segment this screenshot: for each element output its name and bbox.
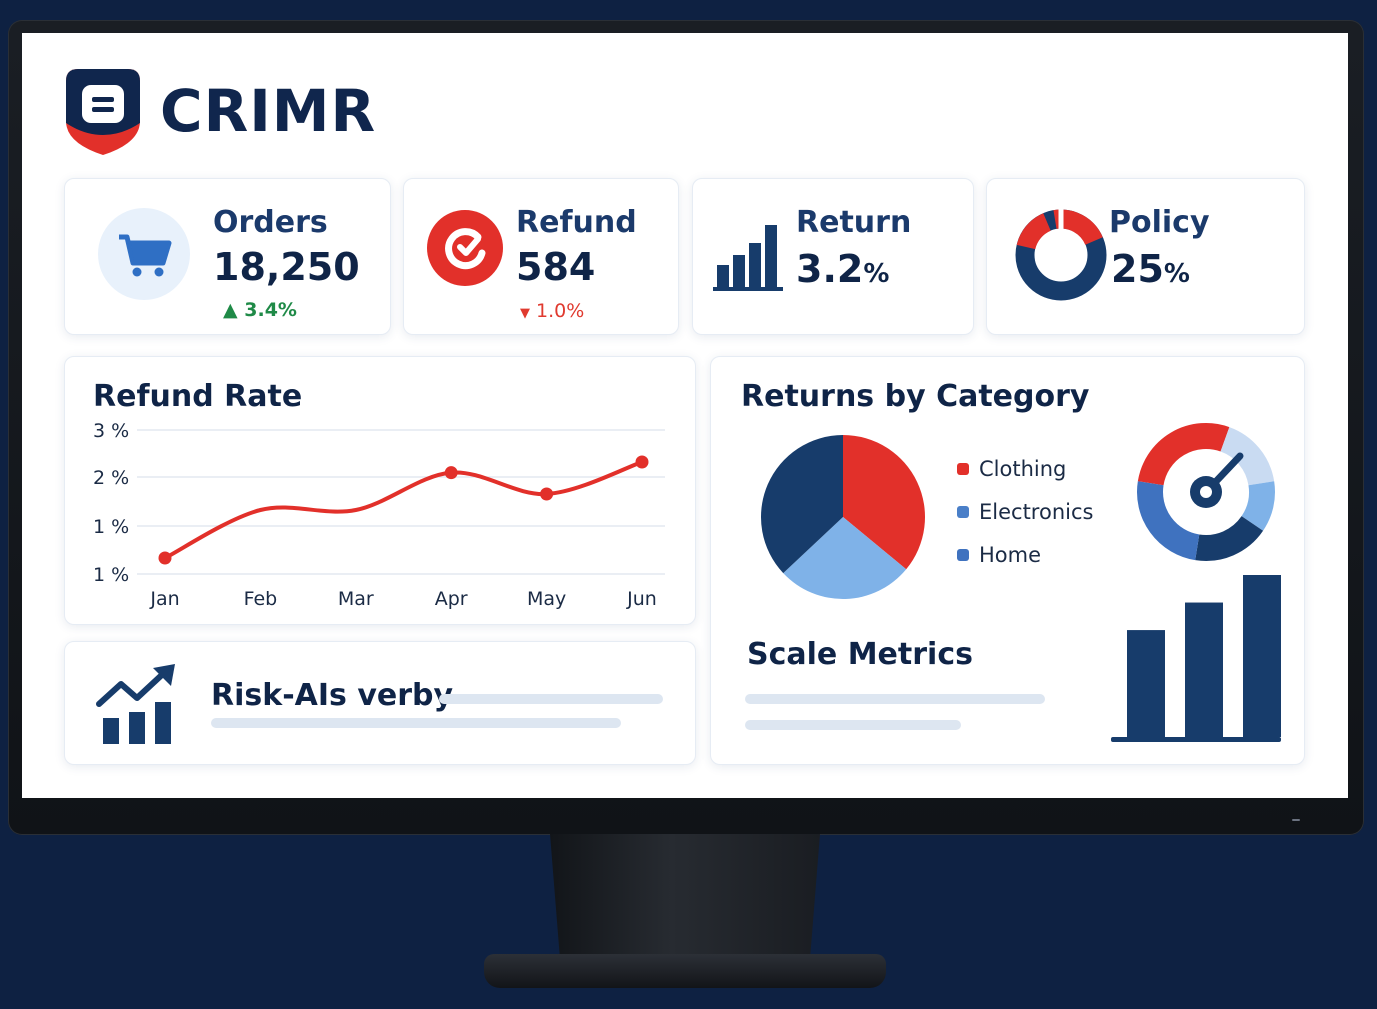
y-tick-label: 1 %: [93, 516, 129, 538]
risk-placeholder-line-1: [439, 694, 663, 704]
return-value-wrap: 3.2%: [796, 247, 889, 291]
gauge-segment: [1241, 481, 1275, 531]
legend-item-clothing[interactable]: Clothing: [957, 457, 1066, 481]
scale-bar[interactable]: [1243, 575, 1281, 737]
pie-slice-electronics[interactable]: [783, 517, 907, 599]
refund-delta: ▼ 1.0%: [520, 300, 584, 322]
orders-kpi-card[interactable]: Orders 18,250 ▲ 3.4%: [64, 178, 391, 335]
scale-bar[interactable]: [1127, 630, 1165, 737]
refund-rate-card[interactable]: Refund Rate 3 % 2 % 1 % 1 % Jan Feb Mar Apr May J…: [64, 356, 696, 625]
scale-baseline: [1111, 737, 1281, 742]
policy-kpi-card[interactable]: Policy 25%: [986, 178, 1305, 335]
legend-item-electronics[interactable]: Electronics: [957, 500, 1093, 524]
refund-title: Refund: [516, 205, 637, 240]
scale-metrics-bar-chart: [1111, 575, 1281, 742]
monitor-stand-base: [484, 954, 886, 988]
y-tick-label: 1 %: [93, 564, 129, 586]
scale-metrics-title: Scale Metrics: [747, 637, 973, 672]
risk-card[interactable]: Risk-AIs verby: [64, 641, 696, 765]
return-unit: %: [863, 259, 890, 289]
policy-title: Policy: [1109, 205, 1210, 240]
return-title: Return: [796, 205, 912, 240]
legend-label-clothing: Clothing: [979, 457, 1067, 481]
returns-pie-chart: [761, 435, 925, 599]
gauge-segment: [1137, 481, 1200, 561]
x-tick-label: Jan: [149, 588, 179, 610]
y-tick-label: 3 %: [93, 420, 129, 442]
refund-rate-title: Refund Rate: [93, 379, 303, 414]
brand-name: CRIMR: [160, 77, 377, 145]
orders-title: Orders: [213, 205, 328, 240]
policy-value: 25: [1111, 247, 1164, 291]
donut-icon: [1015, 208, 1107, 301]
logo-shield-icon: [66, 69, 140, 155]
gauge-hub-center: [1200, 486, 1212, 498]
arrow-down-icon: ▼: [520, 306, 530, 321]
scale-placeholder-line-2: [745, 720, 961, 730]
brand-logo[interactable]: CRIMR: [62, 65, 376, 157]
data-point[interactable]: [444, 466, 458, 480]
legend-label-home: Home: [979, 543, 1042, 567]
refund-kpi-card[interactable]: Refund 584 ▼ 1.0%: [403, 178, 679, 335]
pie-slice-home[interactable]: [761, 435, 843, 574]
x-tick-label: Mar: [338, 588, 374, 610]
return-kpi-card[interactable]: Return 3.2%: [692, 178, 974, 335]
returns-by-category-card[interactable]: Returns by Category Clothing Electronics…: [710, 356, 1305, 765]
monitor-stand-neck: [550, 834, 820, 969]
power-indicator: [1292, 819, 1300, 821]
gauge-segment: [1195, 515, 1264, 561]
gauge-donut-chart: [1137, 423, 1275, 561]
dashboard-screen: CRIMR Orders 18,250 ▲ 3.4% Refund 584 ▼ …: [22, 33, 1348, 798]
legend-item-home[interactable]: Home: [957, 543, 1041, 567]
gauge-segment: [1219, 427, 1275, 486]
orders-delta: ▲ 3.4%: [223, 299, 297, 321]
pie-slice-clothing[interactable]: [843, 435, 925, 570]
legend-swatch-clothing: [957, 463, 969, 475]
legend-swatch-home: [957, 549, 969, 561]
refund-rate-line-chart: 3 % 2 % 1 % 1 % Jan Feb Mar Apr May Jun: [93, 420, 665, 610]
x-tick-label: Feb: [244, 588, 278, 610]
data-point[interactable]: [158, 551, 172, 565]
data-point[interactable]: [540, 487, 554, 501]
policy-value-wrap: 25%: [1111, 247, 1190, 291]
bar-chart-icon: [713, 225, 783, 291]
policy-unit: %: [1163, 259, 1190, 289]
trend-up-chart-icon: [96, 664, 175, 744]
refund-icon: [427, 210, 503, 286]
scale-bar[interactable]: [1185, 602, 1223, 737]
risk-placeholder-line-2: [211, 718, 621, 728]
refund-value: 584: [516, 245, 596, 289]
refund-delta-value: 1.0%: [536, 300, 585, 322]
legend-swatch-electronics: [957, 506, 969, 518]
orders-delta-value: 3.4%: [244, 299, 297, 321]
legend-label-electronics: Electronics: [979, 500, 1094, 524]
orders-value: 18,250: [213, 245, 360, 289]
returns-by-category-title: Returns by Category: [741, 379, 1090, 414]
scale-placeholder-line-1: [745, 694, 1045, 704]
x-tick-label: Apr: [435, 588, 468, 610]
refund-rate-line: [163, 460, 644, 560]
x-tick-label: Jun: [626, 588, 657, 610]
return-value: 3.2: [796, 247, 864, 291]
x-tick-label: May: [527, 588, 566, 610]
gauge-segment: [1137, 423, 1230, 486]
risk-title: Risk-AIs verby: [211, 678, 454, 713]
shopping-cart-icon: [98, 208, 190, 300]
y-tick-label: 2 %: [93, 467, 129, 489]
data-point[interactable]: [635, 455, 649, 469]
arrow-up-icon: ▲: [223, 299, 238, 321]
